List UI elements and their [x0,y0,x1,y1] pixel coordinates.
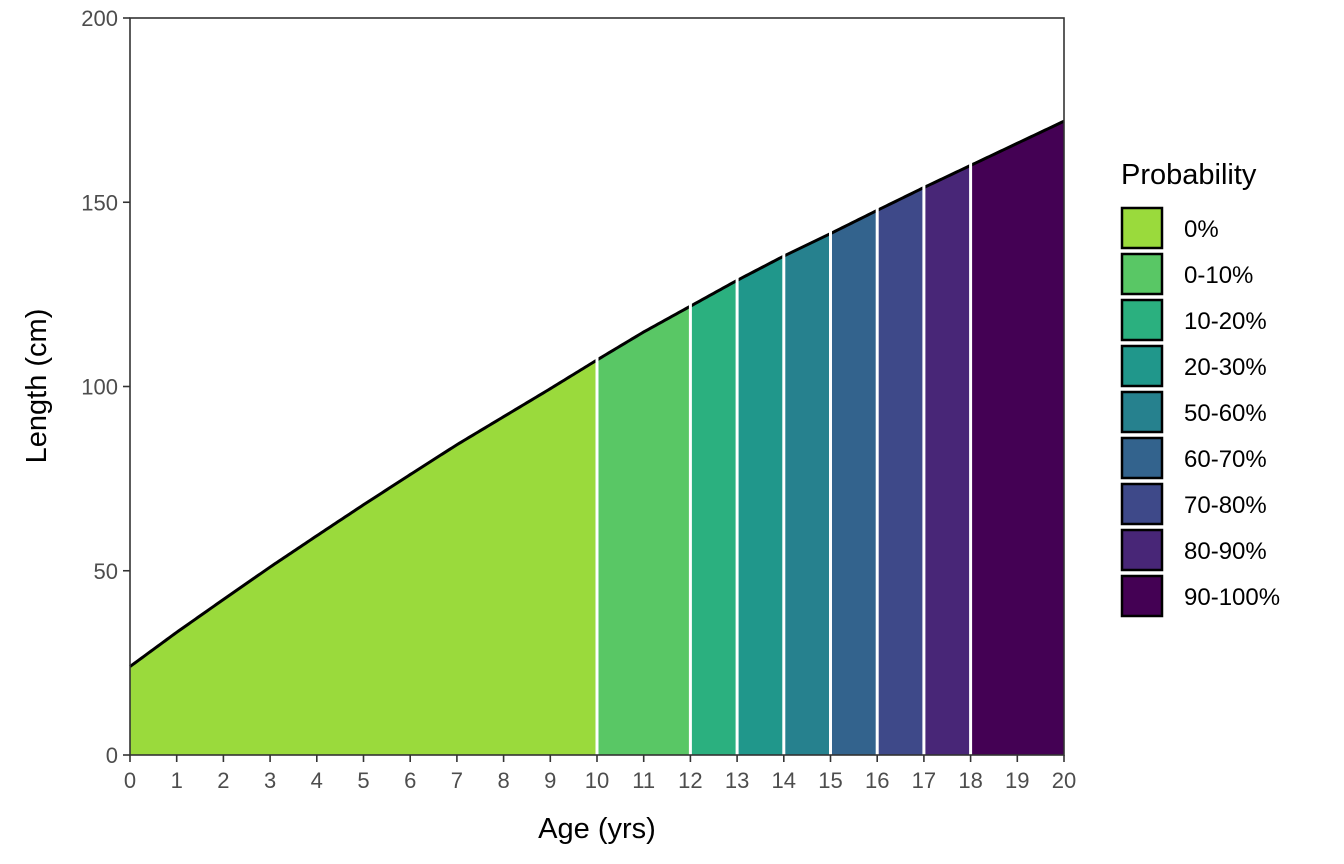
area-segment [130,359,597,755]
legend-key [1120,574,1164,618]
x-tick-label: 15 [818,768,842,793]
x-tick-label: 16 [865,768,889,793]
x-tick-label: 7 [451,768,463,793]
legend-key [1120,298,1164,342]
x-tick-label: 2 [217,768,229,793]
axes: 0 1 2 3 4 5 6 7 8 9 10 11 12 13 14 15 16 17 18 19 2005010015… [81,6,1076,793]
area-segment [597,306,691,755]
x-tick-label: 3 [264,768,276,793]
legend-label: 0-10% [1184,262,1253,289]
x-tick-label: 18 [958,768,982,793]
area-segment [737,256,784,755]
legend-key [1120,528,1164,572]
x-tick-label: 14 [772,768,796,793]
legend-key [1120,436,1164,480]
legend-key [1120,390,1164,434]
legend-label: 80-90% [1184,538,1267,565]
legend-key [1120,252,1164,296]
legend-key [1120,344,1164,388]
legend: Probability 0% 0-10% 10-20% 20-30% 50-60% 60-… [1120,159,1280,618]
x-tick-label: 6 [404,768,416,793]
area-segment [923,165,971,755]
y-axis-title: Length (cm) [21,309,53,464]
x-tick-label: 13 [725,768,749,793]
legend-label: 0% [1184,216,1219,243]
area-segment [877,187,924,755]
x-tick-label: 0 [124,768,136,793]
legend-label: 50-60% [1184,400,1267,427]
x-tick-label: 20 [1052,768,1076,793]
y-tick-label: 0 [106,743,118,768]
x-tick-label: 9 [544,768,556,793]
legend-label: 90-100% [1184,584,1280,611]
y-tick-label: 200 [81,6,118,31]
plot-area [129,18,1065,756]
area-segment [830,210,878,756]
area-segment [690,280,738,755]
x-tick-label: 17 [912,768,936,793]
legend-label: 20-30% [1184,354,1267,381]
x-axis-title: Age (yrs) [538,813,656,845]
legend-label: 10-20% [1184,308,1267,335]
y-tick-label: 150 [81,190,118,215]
x-tick-label: 12 [678,768,702,793]
legend-key [1120,206,1164,250]
x-tick-label: 4 [311,768,323,793]
legend-label: 70-80% [1184,492,1267,519]
y-tick-label: 100 [81,375,118,400]
x-tick-label: 11 [632,768,655,793]
area-segment [783,233,831,755]
x-tick-label: 10 [585,768,609,793]
x-tick-label: 8 [497,768,509,793]
x-tick-label: 19 [1005,768,1029,793]
y-tick-label: 50 [94,559,118,584]
area-segment [970,121,1064,756]
legend-key [1120,482,1164,526]
legend-label: 60-70% [1184,446,1267,473]
legend-title: Probability [1121,159,1257,191]
x-tick-label: 5 [357,768,369,793]
x-tick-label: 1 [171,768,183,793]
